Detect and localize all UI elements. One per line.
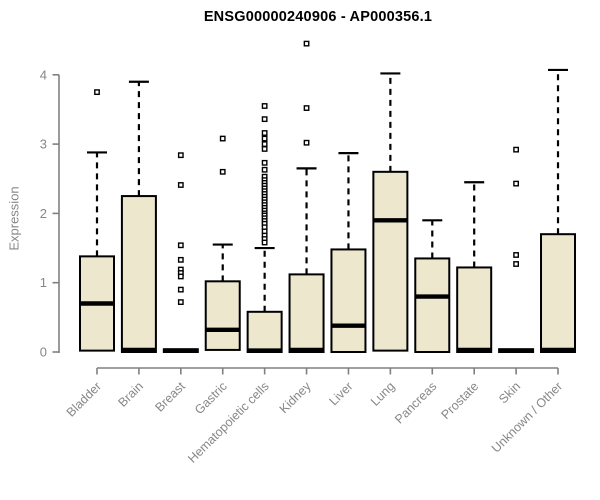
x-tick-label: Pancreas	[392, 379, 439, 426]
outlier-point	[261, 166, 268, 173]
box-rect	[456, 266, 493, 354]
outlier-point	[513, 261, 520, 267]
box-skin	[498, 146, 535, 353]
box-rect	[246, 310, 283, 353]
box-lung	[372, 72, 409, 352]
outlier-point	[261, 135, 268, 142]
outlier-point	[177, 182, 184, 188]
box-rect	[204, 280, 241, 351]
outlier-point	[261, 159, 268, 166]
box-rect	[120, 195, 157, 353]
outlier-point	[513, 252, 520, 258]
y-tick-label: 4	[40, 67, 47, 82]
x-tick-label: Prostate	[438, 379, 481, 422]
outlier-point	[513, 180, 520, 187]
box-rect	[330, 248, 367, 354]
box-breast	[162, 152, 199, 353]
outlier-point	[94, 89, 100, 96]
x-tick-label: Brain	[115, 379, 146, 410]
outlier-point	[177, 286, 184, 293]
outlier-point	[177, 273, 184, 280]
x-tick-label: Unknown / Other	[489, 379, 565, 455]
box-rect	[372, 170, 409, 352]
box-gastric	[204, 135, 241, 351]
x-tick-label: Bladder	[64, 379, 104, 419]
box-unknown-other	[540, 68, 577, 353]
x-tick-label: Skin	[496, 379, 523, 406]
outlier-point	[261, 116, 268, 123]
y-axis: 0 1 2 3 4	[40, 67, 60, 360]
chart-title: ENSG00000240906 - AP000356.1	[203, 9, 433, 25]
box-prostate	[456, 181, 493, 354]
outlier-point	[177, 242, 184, 249]
box-rect	[414, 257, 451, 354]
box-pancreas	[414, 219, 451, 354]
outlier-point	[303, 40, 310, 47]
x-tick-label: Breast	[152, 379, 188, 415]
outlier-point	[177, 299, 184, 306]
box-liver	[330, 152, 367, 354]
outlier-point	[177, 152, 184, 159]
box-rect	[288, 273, 325, 353]
y-tick-label: 1	[40, 275, 47, 290]
y-axis-title: Expression	[6, 186, 22, 251]
outlier-point	[261, 103, 268, 109]
box-hematopoietic-cells	[246, 103, 283, 353]
y-tick-label: 3	[40, 137, 47, 152]
x-tick-label: Gastric	[192, 379, 230, 417]
outlier-point	[261, 130, 268, 136]
box-bladder	[79, 89, 115, 352]
y-tick-label: 2	[40, 206, 47, 221]
outlier-point	[219, 135, 226, 142]
x-tick-label: Kidney	[277, 379, 314, 416]
outlier-point	[261, 141, 268, 147]
box-kidney	[288, 40, 325, 353]
outlier-point	[261, 146, 268, 152]
box-rect	[540, 233, 577, 353]
outlier-point	[261, 239, 268, 246]
x-tick-label: Hematopoietic cells	[185, 379, 272, 466]
x-tick-label: Lung	[368, 379, 398, 409]
y-tick-label: 0	[40, 345, 47, 360]
outlier-point	[219, 168, 226, 175]
outlier-point	[513, 146, 520, 153]
x-tick-label: Liver	[327, 379, 356, 408]
box-brain	[120, 80, 157, 353]
outlier-point	[177, 256, 184, 263]
outlier-point	[303, 139, 310, 146]
outlier-point	[303, 105, 310, 111]
